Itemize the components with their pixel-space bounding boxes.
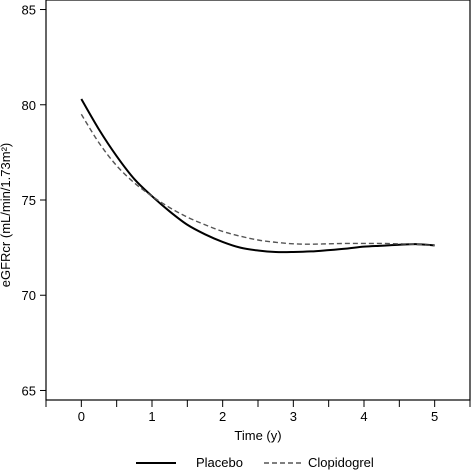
x-tick-label: 3: [290, 409, 297, 424]
x-tick-label: 1: [148, 409, 155, 424]
series-layer: [80, 98, 435, 254]
legend-label-clopidogrel: Clopidogrel: [308, 455, 374, 470]
legend-label-placebo: Placebo: [196, 455, 243, 470]
legend: Placebo Clopidogrel: [136, 455, 374, 470]
y-tick-label: 80: [22, 98, 36, 113]
y-tick-label: 85: [22, 3, 36, 18]
series-line-clopidogrel: [80, 113, 435, 247]
x-tick-label: 0: [78, 409, 85, 424]
y-axis-title: eGFRcr (mL/min/1.73m²): [0, 143, 13, 287]
y-tick-label: 65: [22, 383, 36, 398]
x-axis-ticks: 0 1 2 3 4 5: [45, 400, 471, 424]
plot-frame: [45, 0, 471, 401]
x-axis-title: Time (y): [234, 428, 281, 443]
y-tick-label: 70: [22, 288, 36, 303]
series-line-placebo: [80, 98, 435, 254]
y-tick-label: 75: [22, 193, 36, 208]
y-axis-ticks: 65 70 75 80 85: [22, 3, 46, 398]
x-tick-label: 2: [219, 409, 226, 424]
x-tick-label: 5: [431, 409, 438, 424]
x-tick-label: 4: [360, 409, 367, 424]
